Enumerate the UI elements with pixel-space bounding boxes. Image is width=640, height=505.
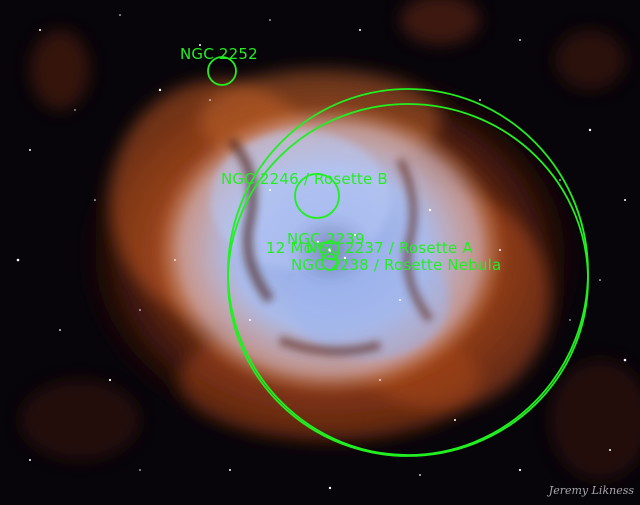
label-ngc2252: NGC 2252	[180, 45, 258, 63]
ngc2237-marker	[321, 253, 339, 271]
label-12mon: 12 Mon	[266, 239, 323, 257]
label-ngc2246: NGC 2246 / Rosette B	[221, 170, 388, 188]
label-ngc2239: NGC 2239	[287, 230, 365, 248]
label-ngc2238: NGC 2238 / Rosette Nebula	[291, 256, 502, 274]
ngc2246-marker	[294, 173, 340, 219]
ngc2252-marker	[207, 56, 237, 86]
photographer-credit: Jeremy Likness	[548, 484, 634, 497]
rosette-nebula-inner-marker	[227, 103, 589, 457]
ngc2239-marker	[320, 240, 340, 260]
label-ngc2237: NGC 2237 / Rosette A	[306, 239, 473, 257]
